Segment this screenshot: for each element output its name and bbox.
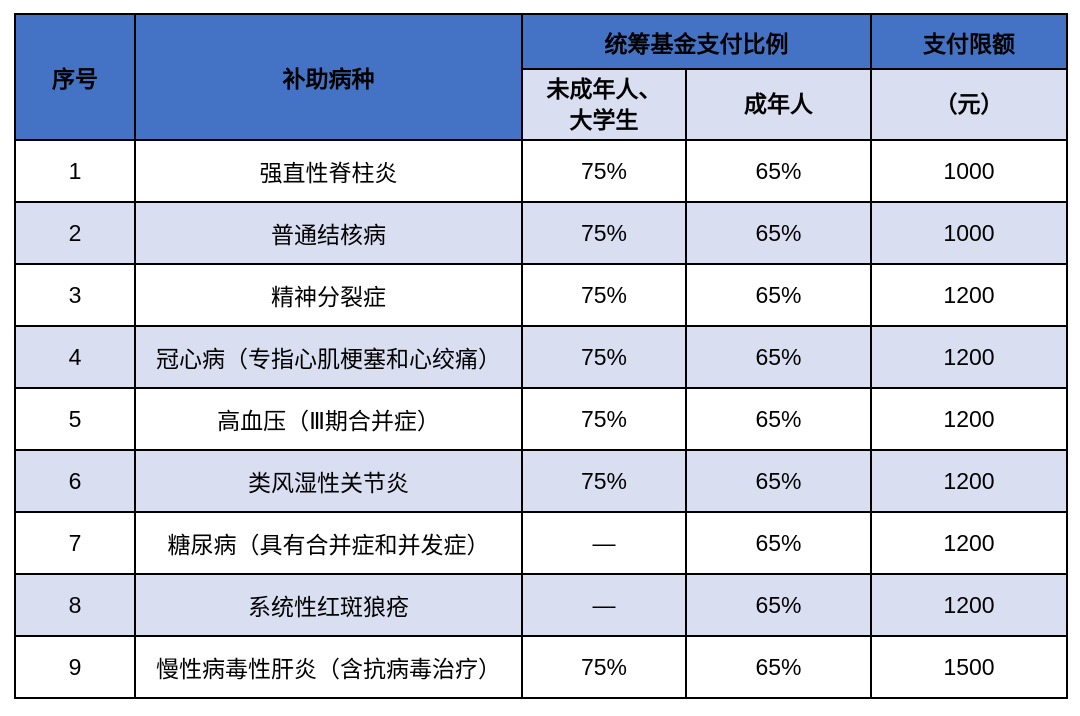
table-row: 4 冠心病（专指心肌梗塞和心绞痛） 75% 65% 1200 xyxy=(14,325,1068,389)
minor-rate-cell: — xyxy=(521,511,687,575)
table-row: 3 精神分裂症 75% 65% 1200 xyxy=(14,263,1068,327)
seq-cell: 3 xyxy=(14,263,136,327)
adult-rate-cell: 65% xyxy=(685,573,872,637)
limit-cell: 1200 xyxy=(870,263,1068,327)
limit-cell: 1200 xyxy=(870,511,1068,575)
minor-rate-cell: 75% xyxy=(521,325,687,389)
header-limit: 支付限额 xyxy=(870,13,1068,70)
table-row: 2 普通结核病 75% 65% 1000 xyxy=(14,201,1068,265)
table-row: 9 慢性病毒性肝炎（含抗病毒治疗） 75% 65% 1500 xyxy=(14,635,1068,699)
minor-rate-cell: 75% xyxy=(521,263,687,327)
seq-cell: 6 xyxy=(14,449,136,513)
disease-cell: 强直性脊柱炎 xyxy=(134,139,523,203)
header-adult: 成年人 xyxy=(685,68,872,141)
disease-cell: 系统性红斑狼疮 xyxy=(134,573,523,637)
table-row: 8 系统性红斑狼疮 — 65% 1200 xyxy=(14,573,1068,637)
disease-cell: 高血压（Ⅲ期合并症） xyxy=(134,387,523,451)
seq-cell: 4 xyxy=(14,325,136,389)
seq-cell: 1 xyxy=(14,139,136,203)
table-row: 5 高血压（Ⅲ期合并症） 75% 65% 1200 xyxy=(14,387,1068,451)
table-row: 6 类风湿性关节炎 75% 65% 1200 xyxy=(14,449,1068,513)
disease-cell: 糖尿病（具有合并症和并发症） xyxy=(134,511,523,575)
adult-rate-cell: 65% xyxy=(685,635,872,699)
seq-cell: 7 xyxy=(14,511,136,575)
minor-rate-cell: 75% xyxy=(521,449,687,513)
header-row-top: 序号 补助病种 统筹基金支付比例 支付限额 xyxy=(14,13,1068,141)
adult-rate-cell: 65% xyxy=(685,387,872,451)
header-ratio-group: 统筹基金支付比例 xyxy=(521,13,872,70)
seq-cell: 9 xyxy=(14,635,136,699)
minor-rate-cell: 75% xyxy=(521,139,687,203)
disease-cell: 精神分裂症 xyxy=(134,263,523,327)
minor-rate-cell: — xyxy=(521,573,687,637)
limit-cell: 1200 xyxy=(870,387,1068,451)
disease-cell: 慢性病毒性肝炎（含抗病毒治疗） xyxy=(134,635,523,699)
limit-cell: 1000 xyxy=(870,201,1068,265)
adult-rate-cell: 65% xyxy=(685,201,872,265)
table-row: 1 强直性脊柱炎 75% 65% 1000 xyxy=(14,139,1068,203)
seq-cell: 8 xyxy=(14,573,136,637)
header-seq: 序号 xyxy=(14,13,136,141)
minor-rate-cell: 75% xyxy=(521,201,687,265)
table-row: 7 糖尿病（具有合并症和并发症） — 65% 1200 xyxy=(14,511,1068,575)
header-row-sub: 未成年人、 大学生 成年人 （元） xyxy=(15,68,1068,141)
adult-rate-cell: 65% xyxy=(685,511,872,575)
adult-rate-cell: 65% xyxy=(685,325,872,389)
adult-rate-cell: 65% xyxy=(685,449,872,513)
header-limit-unit: （元） xyxy=(870,68,1068,141)
limit-cell: 1000 xyxy=(870,139,1068,203)
minor-rate-cell: 75% xyxy=(521,635,687,699)
header-disease: 补助病种 xyxy=(134,13,523,141)
adult-rate-cell: 65% xyxy=(685,263,872,327)
header-minor: 未成年人、 大学生 xyxy=(521,68,687,141)
limit-cell: 1200 xyxy=(870,573,1068,637)
seq-cell: 5 xyxy=(14,387,136,451)
disease-cell: 类风湿性关节炎 xyxy=(134,449,523,513)
seq-cell: 2 xyxy=(14,201,136,265)
limit-cell: 1200 xyxy=(870,449,1068,513)
disease-cell: 冠心病（专指心肌梗塞和心绞痛） xyxy=(134,325,523,389)
limit-cell: 1500 xyxy=(870,635,1068,699)
disease-cell: 普通结核病 xyxy=(134,201,523,265)
subsidy-table: 序号 补助病种 统筹基金支付比例 支付限额 未成年人、 大学生 成年人 （元） … xyxy=(14,13,1068,699)
adult-rate-cell: 65% xyxy=(685,139,872,203)
minor-rate-cell: 75% xyxy=(521,387,687,451)
limit-cell: 1200 xyxy=(870,325,1068,389)
